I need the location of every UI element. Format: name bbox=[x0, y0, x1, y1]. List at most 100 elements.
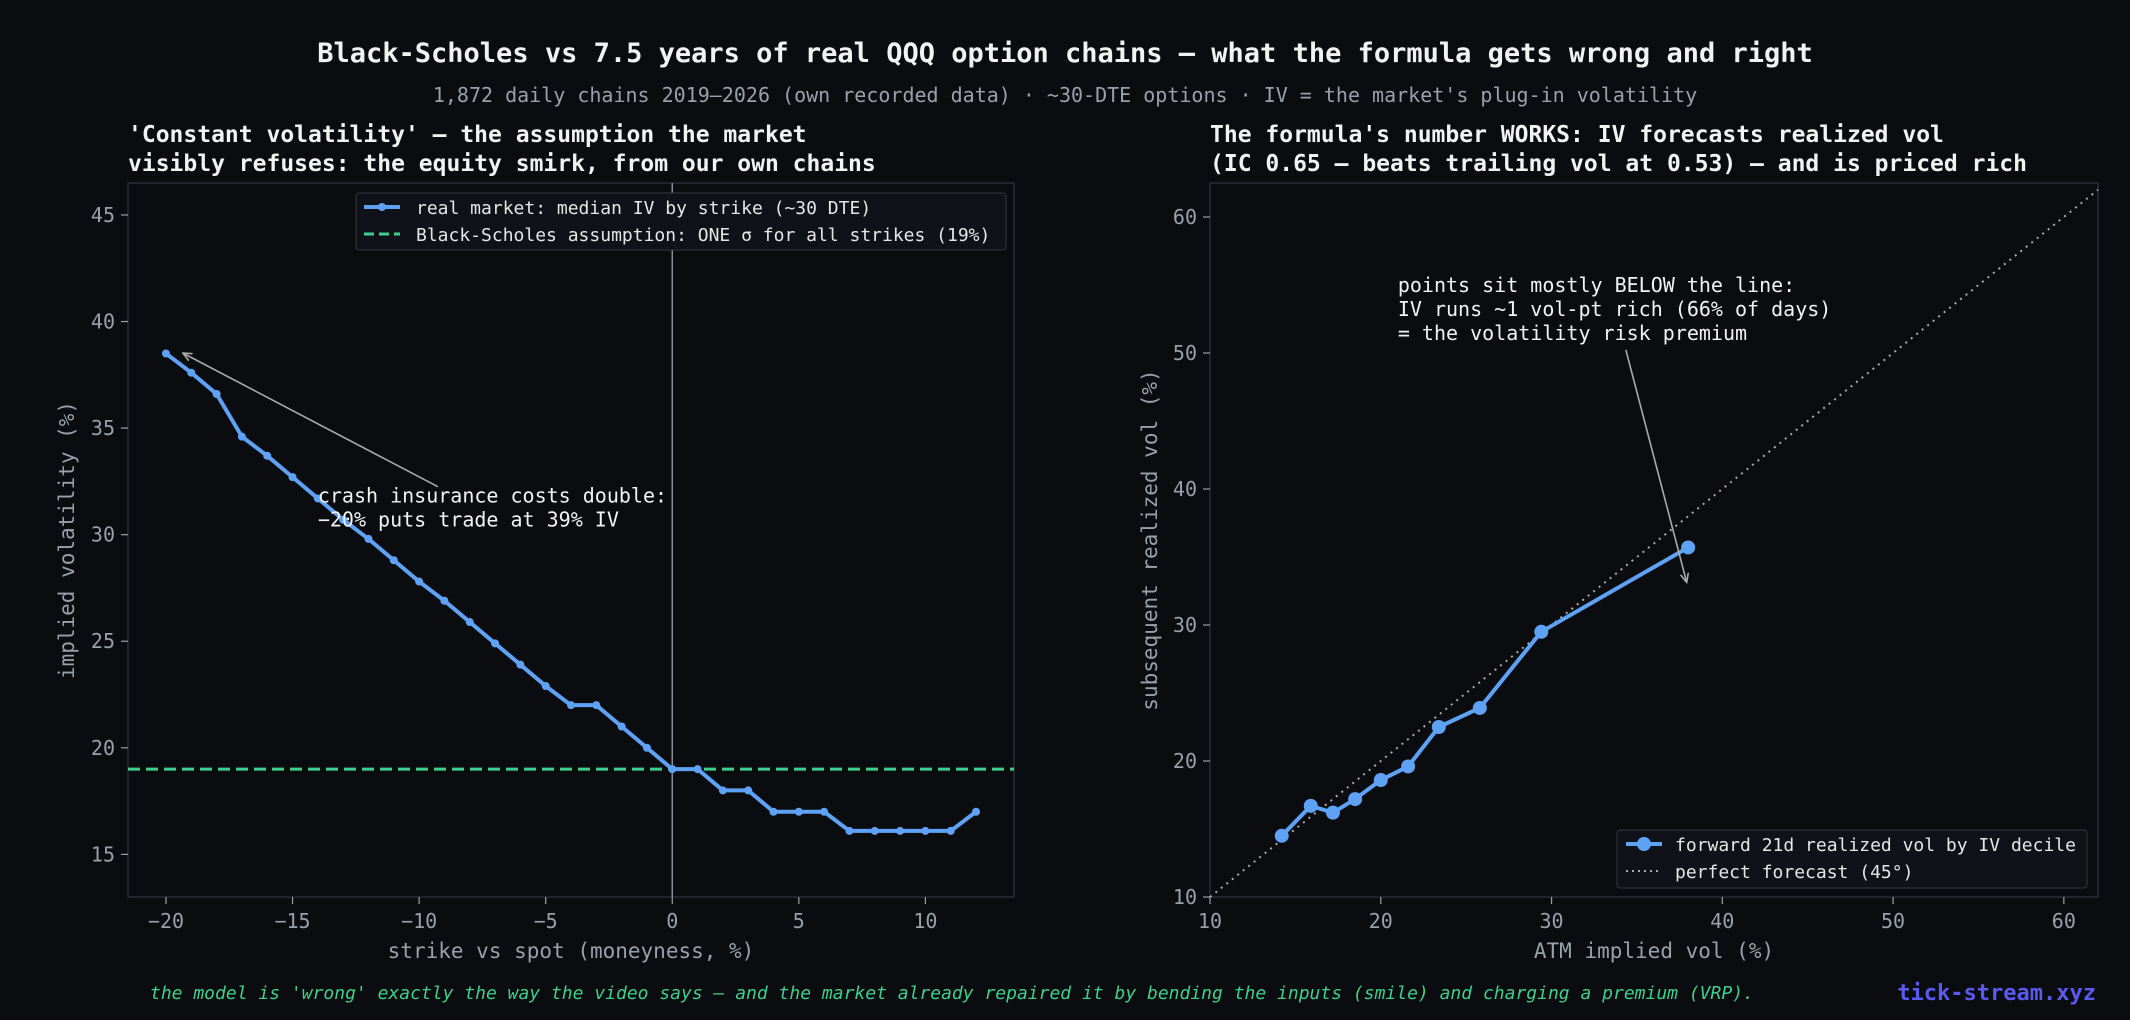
p0-x-tick-label: −15 bbox=[274, 909, 310, 933]
p0-x-tick-label: 0 bbox=[666, 909, 678, 933]
p0-data-point bbox=[820, 807, 829, 816]
forecast-realized-line bbox=[1280, 545, 1690, 838]
p0-data-point bbox=[668, 765, 677, 774]
forecast-x-label: ATM implied vol (%) bbox=[1534, 939, 1774, 963]
smirk-legend: real market: median IV by strike (~30 DT… bbox=[355, 192, 1007, 251]
figure-title: Black-Scholes vs 7.5 years of real QQQ o… bbox=[317, 38, 1813, 69]
p1-y-tick-label: 50 bbox=[1173, 341, 1197, 365]
p0-data-point bbox=[972, 807, 981, 816]
forecast-annotation-arrow bbox=[1625, 349, 1687, 582]
p0-data-point bbox=[313, 494, 322, 503]
p1-y-tick-label: 20 bbox=[1173, 749, 1197, 773]
p0-data-point bbox=[465, 618, 474, 627]
forecast-legend-box bbox=[1616, 829, 2088, 889]
p1-data-point bbox=[1325, 805, 1340, 820]
p0-data-point bbox=[161, 349, 170, 358]
smirk-annotation-line-1: crash insurance costs double: bbox=[318, 484, 667, 508]
p0-y-tick-label: 20 bbox=[91, 736, 115, 760]
p1-y-tick-label: 40 bbox=[1173, 477, 1197, 501]
p0-x-tick-label: −5 bbox=[534, 909, 558, 933]
p0-data-point bbox=[921, 826, 930, 835]
smirk-x-ticks: −20 −15 −10 −5 0 5 10 bbox=[148, 897, 937, 933]
p0-x-tick-label: 10 bbox=[913, 909, 937, 933]
p1-data-point bbox=[1348, 792, 1363, 807]
p1-data-point bbox=[1472, 700, 1487, 715]
p0-y-tick-label: 15 bbox=[91, 842, 115, 866]
p1-x-tick-label: 20 bbox=[1369, 909, 1393, 933]
smirk-y-label: implied volatility (%) bbox=[55, 401, 79, 679]
smirk-legend-marker bbox=[378, 203, 386, 211]
p0-data-point bbox=[870, 826, 879, 835]
p0-y-tick-label: 45 bbox=[91, 203, 115, 227]
smirk-y-ticks: 15 20 25 30 35 40 45 bbox=[91, 203, 128, 866]
p0-data-point bbox=[440, 596, 449, 605]
p0-data-point bbox=[592, 701, 601, 710]
forecast-annotation-line-3: = the volatility risk premium bbox=[1398, 321, 1747, 345]
forecast-y-label: subsequent realized vol (%) bbox=[1138, 369, 1162, 710]
p0-data-point bbox=[541, 681, 550, 690]
forecast-panel: The formula's number WORKS: IV forecasts… bbox=[1138, 122, 2099, 963]
forecast-legend-label-realized: forward 21d realized vol by IV decile bbox=[1675, 835, 2076, 856]
p1-x-tick-label: 60 bbox=[2052, 909, 2076, 933]
p0-data-point bbox=[263, 451, 272, 460]
forecast-title-line-2: (IC 0.65 — beats trailing vol at 0.53) —… bbox=[1210, 151, 2027, 177]
smirk-annotation-line-2: −20% puts trade at 39% IV bbox=[318, 508, 619, 532]
forecast-title-line-1: The formula's number WORKS: IV forecasts… bbox=[1210, 122, 1944, 148]
p0-y-tick-label: 25 bbox=[91, 629, 115, 653]
forecast-decile-points bbox=[1274, 540, 1696, 843]
p0-data-point bbox=[896, 826, 905, 835]
p0-data-point bbox=[491, 639, 500, 648]
p0-data-point bbox=[187, 368, 196, 377]
smirk-panel: 'Constant volatility' — the assumption t… bbox=[55, 122, 1015, 963]
smirk-title-line-1: 'Constant volatility' — the assumption t… bbox=[128, 122, 807, 148]
p1-y-tick-label: 30 bbox=[1173, 613, 1197, 637]
p0-data-point bbox=[642, 743, 651, 752]
forecast-annotation-line-1: points sit mostly BELOW the line: bbox=[1398, 273, 1795, 297]
p1-x-tick-label: 30 bbox=[1539, 909, 1563, 933]
p0-x-tick-label: −20 bbox=[148, 909, 184, 933]
p0-data-point bbox=[794, 807, 803, 816]
p0-y-tick-label: 30 bbox=[91, 523, 115, 547]
p0-data-point bbox=[288, 473, 297, 482]
p0-data-point bbox=[693, 765, 702, 774]
p1-data-point bbox=[1373, 773, 1388, 788]
p1-data-point bbox=[1431, 720, 1446, 734]
p0-y-tick-label: 35 bbox=[91, 416, 115, 440]
forecast-annotation-line-2: IV runs ~1 vol-pt rich (66% of days) bbox=[1398, 297, 1831, 321]
footer-note: the model is 'wrong' exactly the way the… bbox=[150, 983, 1754, 1004]
p0-data-point bbox=[567, 701, 575, 710]
p1-data-point bbox=[1303, 798, 1318, 813]
smirk-legend-label-bs: Black-Scholes assumption: ONE σ for all … bbox=[416, 225, 990, 246]
forecast-legend: forward 21d realized vol by IV decile pe… bbox=[1616, 829, 2088, 889]
smirk-title-line-2: visibly refuses: the equity smirk, from … bbox=[128, 151, 876, 177]
p1-data-point bbox=[1401, 759, 1416, 774]
p1-data-point bbox=[1274, 828, 1289, 843]
smirk-legend-box bbox=[355, 192, 1007, 251]
p0-x-tick-label: −10 bbox=[401, 909, 437, 933]
forecast-x-ticks: 10 20 30 40 50 60 bbox=[1198, 897, 2076, 933]
p0-data-point bbox=[769, 807, 778, 816]
smirk-annotation-arrow bbox=[184, 354, 439, 488]
p0-data-point bbox=[212, 390, 221, 399]
forecast-legend-marker bbox=[1637, 837, 1651, 851]
p0-data-point bbox=[617, 722, 626, 731]
p0-data-point bbox=[946, 826, 955, 835]
p1-data-point bbox=[1681, 540, 1696, 555]
smirk-plot-area bbox=[127, 182, 1015, 898]
forecast-diagonal-line bbox=[1209, 189, 2099, 898]
p1-x-tick-label: 50 bbox=[1881, 909, 1905, 933]
smirk-legend-label-market: real market: median IV by strike (~30 DT… bbox=[416, 198, 871, 219]
p0-data-point bbox=[845, 826, 854, 835]
p0-data-point bbox=[389, 556, 398, 565]
p0-data-point bbox=[415, 577, 424, 586]
p0-data-point bbox=[237, 432, 246, 441]
forecast-legend-label-perfect: perfect forecast (45°) bbox=[1675, 862, 1913, 883]
smirk-iv-points bbox=[161, 349, 981, 835]
p0-y-tick-label: 40 bbox=[91, 310, 115, 334]
p1-y-tick-label: 60 bbox=[1173, 205, 1197, 229]
p0-data-point bbox=[718, 786, 727, 795]
p1-y-tick-label: 10 bbox=[1173, 885, 1197, 909]
p0-data-point bbox=[516, 660, 525, 669]
p1-data-point bbox=[1534, 624, 1549, 639]
brand-link[interactable]: tick-stream.xyz bbox=[1897, 981, 2096, 1006]
